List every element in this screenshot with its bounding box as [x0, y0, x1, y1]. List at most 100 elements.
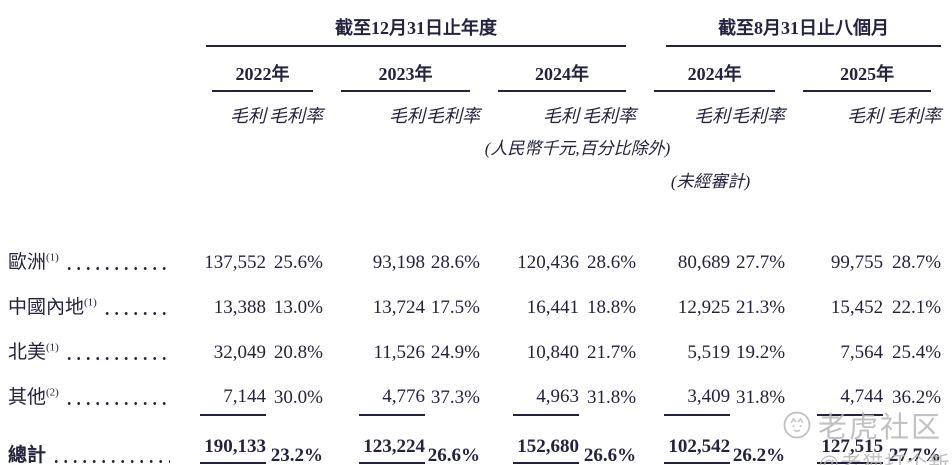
spacer-row — [8, 192, 941, 238]
cell-gp: 10,840 — [526, 342, 579, 363]
cell-gp: 16,441 — [526, 297, 579, 318]
document-page: { "header": { "group1": "截至12月31日止年度", "… — [0, 10, 952, 465]
cell-gp: 120,436 — [517, 252, 579, 273]
col-header-gpm: 毛利率 — [269, 106, 323, 126]
cell-gp: 4,963 — [480, 373, 579, 418]
period-group-annual: 截至12月31日止年度 — [194, 10, 636, 47]
footnote-ref: (1) — [46, 251, 59, 264]
col-header-gpm: 毛利率 — [731, 106, 786, 126]
col-header-gp: 毛利 — [389, 106, 425, 126]
unaudited-note: (未經審計) — [670, 172, 751, 191]
cell-gp-total: 123,224 — [323, 418, 425, 465]
cell-gpm: 36.2% — [891, 387, 942, 408]
table-row-north-america: 北美(1) 32,049 20.8% 11,526 24.9% 10,840 2… — [8, 328, 941, 373]
cell-gpm: 28.6% — [430, 252, 480, 273]
cell-gpm-total: 26.2% — [732, 445, 786, 465]
cell-gpm-total: 26.6% — [583, 445, 637, 465]
dot-leader — [66, 401, 170, 406]
cell-gpm: 31.8% — [586, 387, 637, 408]
cell-gpm: 28.7% — [891, 252, 942, 273]
row-label: 中國內地(1) — [8, 283, 194, 328]
dot-leader — [66, 266, 170, 271]
row-label: 其他(2) — [8, 373, 194, 418]
col-header-gp: 毛利 — [694, 106, 731, 126]
col-header-gpm: 毛利率 — [887, 106, 942, 126]
period-group-annual-label: 截至12月31日止年度 — [335, 18, 498, 38]
table-row-mainland-china: 中國內地(1) 13,388 13.0% 13,724 17.5% 16,441… — [8, 283, 941, 328]
cell-gp-total: 102,542 — [636, 418, 731, 465]
cell-gp: 4,744 — [785, 373, 884, 418]
footnote-ref: (1) — [84, 296, 97, 309]
region-label: 歐洲 — [8, 252, 47, 273]
cell-gp: 13,724 — [372, 297, 425, 318]
col-header-gpm: 毛利率 — [582, 106, 637, 126]
cell-gpm: 17.5% — [430, 297, 480, 318]
cell-gp: 15,452 — [830, 297, 884, 318]
cell-gp: 4,776 — [323, 373, 425, 418]
cell-gpm-total: 23.2% — [270, 445, 323, 465]
cell-gp: 93,198 — [372, 252, 425, 273]
cell-gp: 32,049 — [213, 342, 266, 363]
units-note: (人民幣千元,百分比除外) — [484, 139, 671, 158]
dot-leader — [66, 356, 170, 361]
col-header-gp: 毛利 — [847, 106, 884, 126]
cell-gpm: 24.9% — [430, 342, 480, 363]
cell-gpm: 31.8% — [735, 387, 786, 408]
cell-gp: 11,526 — [373, 342, 425, 363]
cell-gpm: 30.0% — [273, 387, 323, 408]
dot-leader — [104, 311, 170, 316]
table-row-others: 其他(2) 7,144 30.0% 4,776 37.3% 4,963 31.8… — [8, 373, 941, 418]
year-2024: 2024年 — [480, 47, 636, 92]
total-label: 總計 — [8, 445, 47, 465]
year-2023: 2023年 — [323, 47, 480, 92]
row-label: 歐洲(1) — [8, 238, 194, 283]
cell-gpm: 25.4% — [891, 342, 942, 363]
cell-gp-total: 152,680 — [480, 418, 579, 465]
region-label: 中國內地 — [8, 297, 85, 318]
cell-gpm: 19.2% — [735, 342, 786, 363]
region-label: 其他 — [8, 387, 47, 408]
row-label-total: 總計 — [8, 418, 194, 465]
cell-gpm: 28.6% — [586, 252, 637, 273]
cell-gp: 80,689 — [677, 252, 731, 273]
cell-gp: 7,564 — [840, 342, 884, 363]
cell-gpm: 27.7% — [735, 252, 786, 273]
cell-gpm: 21.7% — [586, 342, 637, 363]
row-label: 北美(1) — [8, 328, 194, 373]
cell-gp: 137,552 — [204, 252, 266, 273]
cell-gpm-total: 27.7% — [888, 445, 942, 465]
period-group-row: 截至12月31日止年度 截至8月31日止八個月 — [8, 10, 942, 47]
col-header-gpm: 毛利率 — [426, 106, 480, 126]
cell-gp: 5,519 — [687, 342, 731, 363]
unaudited-note-row: (未經審計) — [8, 159, 941, 192]
table-row-total: 總計 190,133 23.2% 123,224 26.6% 152,680 2… — [8, 418, 941, 465]
cell-gpm: 25.6% — [273, 252, 323, 273]
col-header-gp: 毛利 — [543, 106, 579, 126]
footnote-ref: (1) — [46, 341, 59, 354]
empty-corner — [8, 10, 194, 47]
cell-gp: 13,388 — [213, 297, 266, 318]
region-label: 北美 — [8, 342, 47, 363]
cell-gpm: 20.8% — [273, 342, 323, 363]
metric-header-row: 毛利 毛利率 毛利 毛利率 毛利 毛利率 毛利 毛利率 毛利 毛利率 — [8, 92, 941, 128]
year-2025-interim: 2025年 — [785, 47, 941, 92]
period-group-eight-months-label: 截至8月31日止八個月 — [718, 18, 890, 38]
col-header-gp: 毛利 — [230, 106, 266, 126]
units-note-row: (人民幣千元,百分比除外) — [8, 128, 941, 159]
cell-gpm: 21.3% — [735, 297, 786, 318]
cell-gpm: 13.0% — [273, 297, 323, 318]
cell-gp: 3,409 — [636, 373, 731, 418]
period-group-eight-months: 截至8月31日止八個月 — [636, 10, 942, 47]
year-2022: 2022年 — [194, 47, 323, 92]
cell-gpm: 37.3% — [430, 387, 480, 408]
cell-gp: 99,755 — [830, 252, 884, 273]
cell-gpm: 18.8% — [586, 297, 637, 318]
dot-leader — [54, 459, 170, 464]
footnote-ref: (2) — [46, 386, 59, 399]
cell-gp-total: 190,133 — [194, 418, 266, 465]
cell-gpm-total: 26.6% — [427, 445, 480, 465]
year-2024-interim: 2024年 — [636, 47, 785, 92]
year-header-row: 2022年 2023年 2024年 2024年 2025年 — [8, 47, 941, 92]
gross-profit-table: 截至12月31日止年度 截至8月31日止八個月 2022年 2023年 2024… — [8, 10, 942, 465]
table-row-europe: 歐洲(1) 137,552 25.6% 93,198 28.6% 120,436… — [8, 238, 941, 283]
